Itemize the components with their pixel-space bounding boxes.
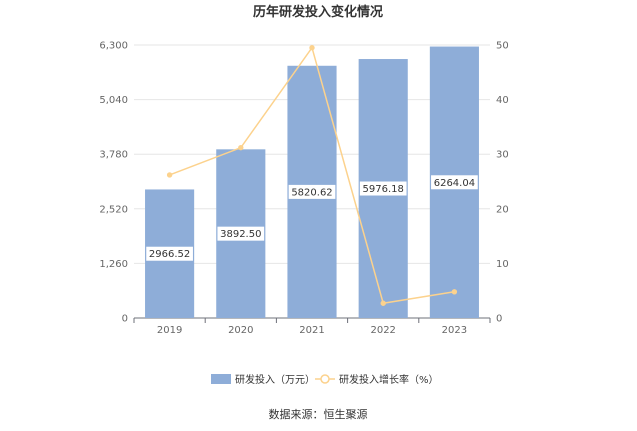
left-axis: 0 1,260 2,520 3,780 5,040 6,300	[99, 41, 128, 325]
bar-data-label: 5820.62	[291, 187, 332, 198]
line-point	[166, 172, 173, 178]
line-series	[166, 45, 458, 306]
right-tick-label: 50	[496, 41, 509, 52]
left-tick-label: 3,780	[99, 150, 128, 161]
left-tick-label: 2,520	[99, 204, 128, 215]
legend-line-marker	[320, 374, 330, 384]
bar-label-background	[288, 184, 336, 199]
bar-label-background	[146, 246, 193, 261]
left-tick-label: 1,260	[99, 259, 128, 270]
line-point	[451, 289, 458, 295]
legend-bar-swatch	[211, 374, 231, 384]
right-tick-label: 30	[496, 150, 509, 161]
bar-data-label: 3892.50	[220, 229, 261, 240]
x-tick-label: 2019	[157, 325, 182, 336]
line-point	[309, 45, 315, 51]
line-point	[380, 300, 386, 306]
x-axis: 2019 2020 2021 2022 2023	[133, 317, 491, 336]
right-axis: 0 10 20 30 40 50	[496, 41, 509, 325]
right-tick-label: 0	[496, 314, 502, 325]
data-source: 数据来源：恒生聚源	[269, 407, 368, 421]
x-tick-label: 2020	[228, 325, 253, 336]
x-tick-label: 2022	[370, 325, 395, 336]
bar-data-label: 2966.52	[149, 249, 190, 260]
right-tick-label: 10	[496, 259, 509, 270]
bar-data-label: 6264.04	[434, 178, 475, 189]
left-tick-label: 6,300	[99, 41, 128, 52]
chart-title: 历年研发投入变化情况	[253, 4, 383, 20]
legend-item-bar[interactable]: 研发投入（万元）	[211, 373, 315, 386]
x-tick-label: 2021	[299, 325, 324, 336]
legend-bar-label: 研发投入（万元）	[235, 373, 315, 386]
legend-item-line[interactable]: 研发投入增长率（%）	[315, 373, 439, 386]
left-tick-label: 0	[122, 314, 128, 325]
left-tick-label: 5,040	[99, 95, 128, 106]
right-tick-label: 20	[496, 204, 509, 215]
bar-label-background	[431, 175, 478, 190]
bar-label-background	[217, 226, 265, 241]
x-tick-label: 2023	[442, 325, 467, 336]
legend-line-label: 研发投入增长率（%）	[339, 373, 439, 386]
line-point	[238, 144, 244, 151]
bar-series	[145, 46, 479, 319]
bar-label-background	[359, 181, 407, 196]
bar-data-labels: 2966.52 3892.50 5820.62 5976.18 6264.04	[146, 175, 478, 261]
bar-data-label: 5976.18	[363, 184, 404, 195]
legend: 研发投入（万元） 研发投入增长率（%）	[211, 373, 439, 386]
right-tick-label: 40	[496, 95, 509, 106]
